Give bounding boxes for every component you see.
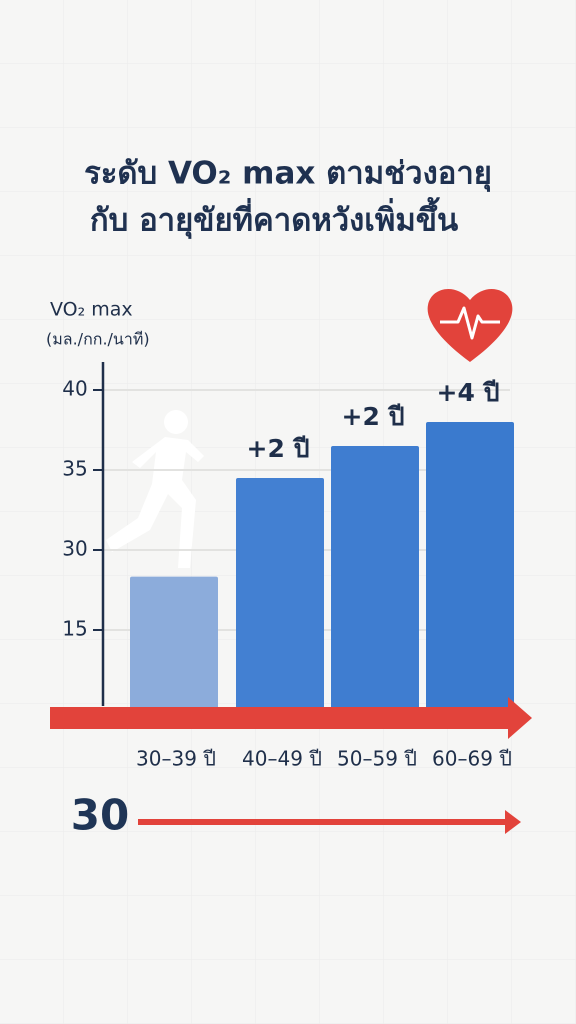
y-axis-unit: (มล./กก./นาที) bbox=[46, 330, 150, 349]
title-line-1: ระดับ VO₂ max ตามช่วงอายุ bbox=[84, 156, 492, 193]
bottom-label: 30 bbox=[71, 791, 129, 840]
x-axis-arrow bbox=[50, 697, 532, 739]
arrows bbox=[50, 697, 532, 834]
heart-icon bbox=[427, 289, 513, 362]
bar bbox=[426, 422, 514, 710]
y-tick-label: 35 bbox=[62, 457, 87, 481]
y-axis-label: VO₂ max bbox=[50, 299, 133, 321]
title-line-2: กับ อายุขัยที่คาดหวังเพิ่มขึ้น bbox=[90, 197, 458, 240]
y-tick-label: 15 bbox=[62, 617, 87, 641]
annotation: +2 ปี bbox=[342, 402, 405, 431]
bar bbox=[130, 576, 218, 710]
x-tick-label: 30–39 ปี bbox=[136, 747, 216, 771]
x-tick-label: 60–69 ปี bbox=[432, 747, 512, 771]
y-tick-label: 40 bbox=[62, 377, 87, 401]
annotation: +2 ปี bbox=[247, 434, 310, 463]
plot-area: 15 30 35 40 30–39 ปี 40–49 ปี +2 ปี 50–59 ปี +2 … bbox=[62, 377, 514, 771]
annotation: +4 ปี bbox=[437, 378, 500, 407]
bar bbox=[236, 478, 324, 710]
x-tick-label: 50–59 ปี bbox=[337, 747, 417, 771]
y-tick-label: 30 bbox=[62, 537, 87, 561]
x-tick-label: 40–49 ปี bbox=[242, 747, 322, 771]
bar bbox=[331, 446, 419, 710]
timeline-arrow bbox=[138, 810, 521, 834]
